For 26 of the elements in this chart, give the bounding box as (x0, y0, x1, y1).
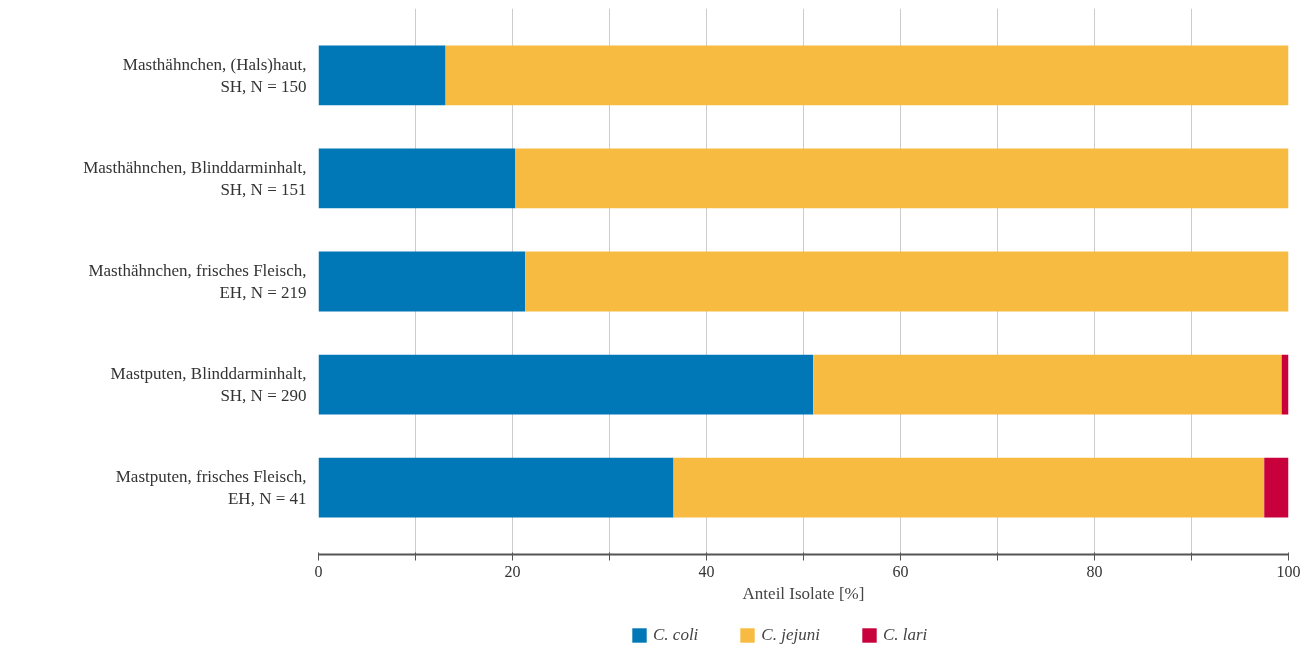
bar (318, 457, 674, 518)
bar (318, 354, 814, 415)
bar (318, 45, 446, 106)
y-tick-label: Mastputen, frisches Fleisch, EH, N = 41 (115, 466, 307, 509)
x-tick-label: 40 (698, 562, 715, 580)
bar (1264, 457, 1289, 518)
bar (318, 251, 526, 312)
y-tick-label: Masthähnchen, Blinddarminhalt, SH, N = 151 (83, 157, 307, 200)
x-tick-label: 100 (1276, 562, 1301, 580)
legend-label: C. lari (882, 625, 928, 645)
legend-label: C. jejuni (761, 625, 820, 645)
bar (445, 45, 1289, 106)
x-tick-label: 80 (1086, 562, 1103, 580)
y-tick-label: Mastputen, Blinddarminhalt, SH, N = 290 (110, 363, 307, 406)
bar (813, 354, 1282, 415)
bar (318, 148, 516, 209)
x-axis-title: Anteil Isolate [%] (742, 583, 865, 603)
bar (673, 457, 1265, 518)
bar (525, 251, 1289, 312)
y-tick-label: Masthähnchen, (Hals)haut, SH, N = 150 (122, 54, 307, 97)
x-tick-label: 20 (504, 562, 521, 580)
x-tick-label: 0 (314, 562, 323, 580)
bar (515, 148, 1289, 209)
x-tick-label: 60 (892, 562, 909, 580)
y-tick-label: Masthähnchen, frisches Fleisch, EH, N = 219 (88, 260, 307, 303)
legend-label: C. coli (653, 625, 699, 645)
